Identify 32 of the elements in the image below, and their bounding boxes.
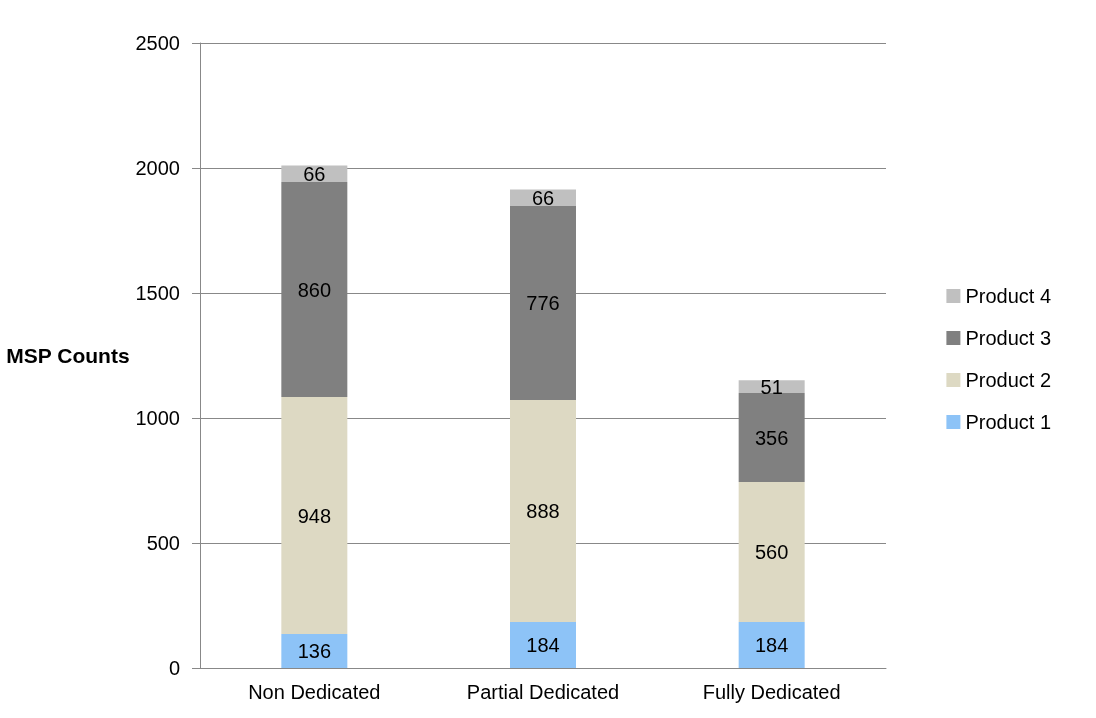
bar [510,622,576,668]
y-tick-label: 2000 [135,157,180,179]
bar [738,622,805,668]
y-axis-title: MSP Counts [6,344,130,367]
data-label: 356 [754,426,789,449]
data-label: 184 [526,634,560,656]
data-label: 66 [531,186,555,209]
y-tick-label: 1500 [135,282,180,304]
bar [738,482,805,622]
y-tick-label: 0 [168,657,180,679]
data-label: 560 [754,541,789,563]
legend-label: Product 3 [965,327,1051,349]
x-tick-label: Partial Dedicated [466,681,620,703]
data-label: 66 [303,162,326,185]
data-label: 136 [297,640,332,662]
y-tick-label: 2500 [135,32,180,54]
x-tick-label: Non Dedicated [248,681,381,703]
legend-label: Product 2 [965,369,1051,391]
x-tick-label: Fully Dedicated [702,681,841,703]
bar [510,400,576,622]
y-tick-label: 1000 [135,407,180,429]
bar [281,634,348,668]
y-tick-label: 500 [146,532,180,554]
bar [281,397,348,634]
data-label: 51 [760,375,783,398]
data-label: 888 [526,500,560,522]
legend-label: Product 1 [965,411,1051,433]
data-label: 184 [754,634,789,656]
data-label: 948 [297,504,332,527]
data-label: 860 [297,278,332,301]
data-label: 776 [526,292,560,314]
legend-label: Product 4 [965,285,1051,307]
